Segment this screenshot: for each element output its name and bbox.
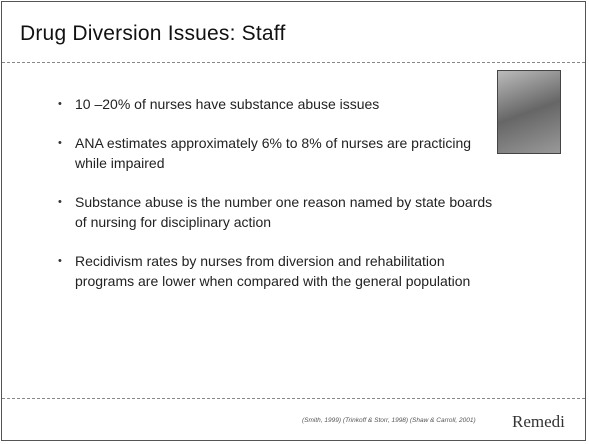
bullet-list: 10 –20% of nurses have substance abuse i… bbox=[58, 94, 498, 310]
slide: Drug Diversion Issues: Staff 10 –20% of … bbox=[1, 1, 586, 441]
title-rule bbox=[2, 62, 585, 63]
bullet: ANA estimates approximately 6% to 8% of … bbox=[58, 133, 498, 173]
logo: Remedi bbox=[512, 412, 565, 432]
photo bbox=[497, 70, 561, 154]
footer-rule bbox=[2, 398, 585, 399]
page: Drug Diversion Issues: Staff 10 –20% of … bbox=[0, 0, 589, 444]
citation: (Smith, 1999) (Trinkoff & Storr, 1998) (… bbox=[302, 417, 476, 424]
bullet: Recidivism rates by nurses from diversio… bbox=[58, 251, 498, 291]
bullet: Substance abuse is the number one reason… bbox=[58, 192, 498, 232]
bullet: 10 –20% of nurses have substance abuse i… bbox=[58, 94, 498, 114]
slide-title: Drug Diversion Issues: Staff bbox=[20, 22, 286, 46]
